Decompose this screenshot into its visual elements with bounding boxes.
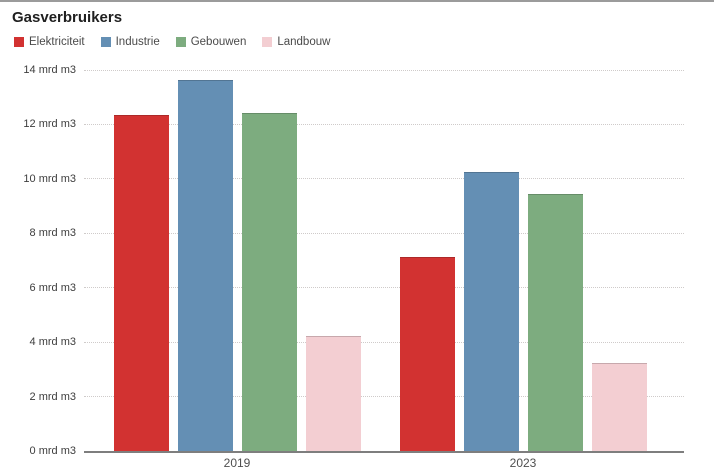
bar-2023-landbouw[interactable] — [591, 362, 647, 451]
bar-2019-industrie[interactable] — [177, 79, 233, 451]
x-category-label-2019: 2019 — [223, 456, 251, 470]
bar-2019-gebouwen[interactable] — [241, 112, 297, 451]
y-tick-label: 12 mrd m3 — [23, 118, 76, 131]
legend-item-gebouwen[interactable]: Gebouwen — [175, 36, 247, 48]
gridline-6 — [84, 287, 684, 289]
y-tick-label: 4 mrd m3 — [29, 336, 76, 349]
y-tick-label: 2 mrd m3 — [29, 390, 76, 403]
gridline-12 — [84, 123, 684, 125]
top-divider — [0, 0, 714, 2]
gridline-2 — [84, 396, 684, 398]
y-tick-label: 8 mrd m3 — [29, 227, 76, 240]
bar-2023-gebouwen[interactable] — [527, 194, 583, 451]
bar-2023-elektriciteit[interactable] — [399, 256, 455, 451]
bar-2019-elektriciteit[interactable] — [113, 115, 169, 451]
gridline-10 — [84, 178, 684, 180]
y-tick-label: 14 mrd m3 — [23, 64, 76, 76]
legend-swatch-gebouwen — [175, 37, 186, 47]
y-tick-label: 0 mrd m3 — [29, 445, 76, 457]
gridline-4 — [84, 341, 684, 343]
legend-swatch-elektriciteit — [14, 37, 24, 47]
legend-swatch-industrie — [100, 37, 111, 47]
y-tick-label: 6 mrd m3 — [29, 281, 76, 294]
x-axis-line — [84, 451, 684, 453]
gridline-14 — [84, 69, 684, 71]
legend-item-landbouw[interactable]: Landbouw — [262, 36, 330, 48]
legend-label: Landbouw — [277, 36, 331, 48]
legend-item-elektriciteit[interactable]: Elektriciteit — [14, 36, 85, 48]
legend-label: Industrie — [115, 36, 160, 48]
chart-title: Gasverbruikers — [12, 9, 123, 26]
y-tick-label: 10 mrd m3 — [23, 172, 76, 185]
legend-label: Elektriciteit — [29, 36, 85, 48]
legend-label: Gebouwen — [190, 36, 247, 48]
bar-2019-landbouw[interactable] — [305, 335, 361, 451]
bar-2023-industrie[interactable] — [463, 172, 519, 451]
gridline-8 — [84, 232, 684, 234]
x-category-label-2023: 2023 — [509, 456, 537, 470]
chart-legend: Elektriciteit Industrie Gebouwen Landbou… — [14, 36, 330, 48]
legend-item-industrie[interactable]: Industrie — [100, 36, 160, 48]
legend-swatch-landbouw — [262, 37, 273, 47]
